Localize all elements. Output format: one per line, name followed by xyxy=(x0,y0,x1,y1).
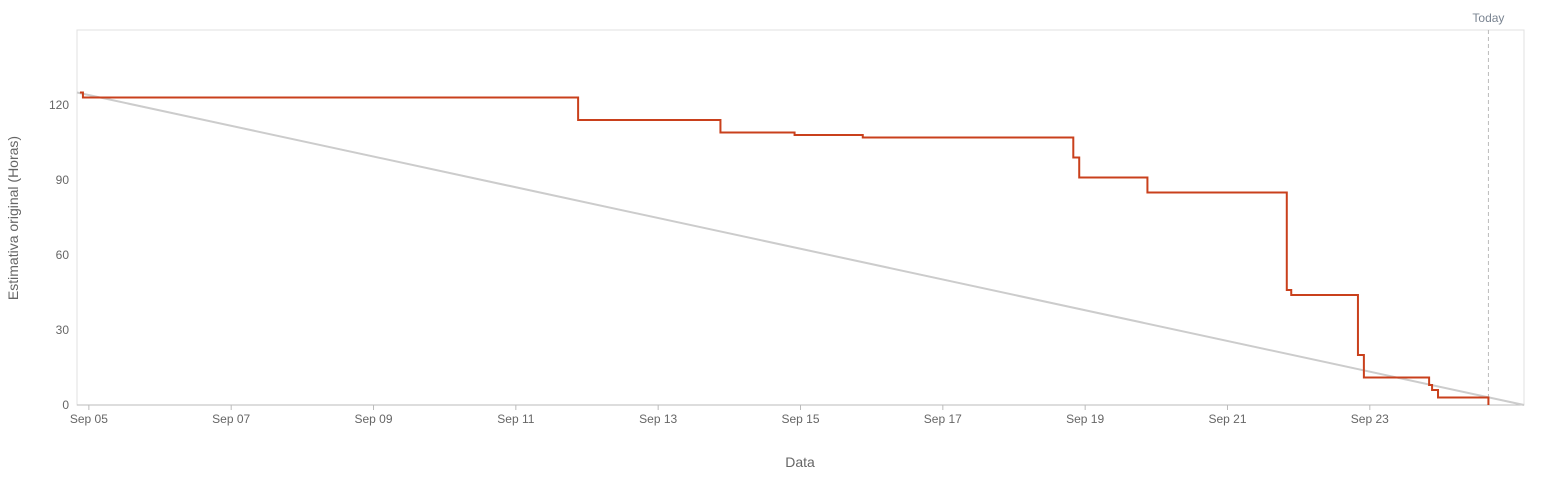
x-tick-label: Sep 09 xyxy=(354,412,392,426)
x-tick-label: Sep 19 xyxy=(1066,412,1104,426)
x-axis-ticks: Sep 05 Sep 07 Sep 09 Sep 11 Sep 13 Sep 15 Sep … xyxy=(70,405,1389,426)
ideal-line xyxy=(76,91,1525,406)
y-axis-ticks: 0 30 60 90 120 xyxy=(49,98,69,412)
x-tick-label: Sep 13 xyxy=(639,412,677,426)
x-tick-label: Sep 23 xyxy=(1351,412,1389,426)
x-tick-label: Sep 07 xyxy=(212,412,250,426)
y-tick-label: 60 xyxy=(56,248,70,262)
x-tick-label: Sep 15 xyxy=(781,412,819,426)
today-label: Today xyxy=(1472,11,1504,25)
series-layer xyxy=(76,91,1525,406)
y-tick-label: 30 xyxy=(56,323,70,337)
y-tick-label: 90 xyxy=(56,173,70,187)
plot-area xyxy=(76,29,1525,406)
remaining-line xyxy=(79,91,1490,405)
x-tick-label: Sep 11 xyxy=(497,412,534,426)
x-tick-label: Sep 17 xyxy=(924,412,962,426)
x-tick-label: Sep 05 xyxy=(70,412,108,426)
y-axis-title: Estimativa original (Horas) xyxy=(5,136,21,300)
y-tick-label: 0 xyxy=(62,398,69,412)
y-tick-label: 120 xyxy=(49,98,69,112)
x-axis-title: Data xyxy=(785,454,815,470)
today-marker: Today xyxy=(1472,11,1504,405)
x-tick-label: Sep 21 xyxy=(1208,412,1246,426)
